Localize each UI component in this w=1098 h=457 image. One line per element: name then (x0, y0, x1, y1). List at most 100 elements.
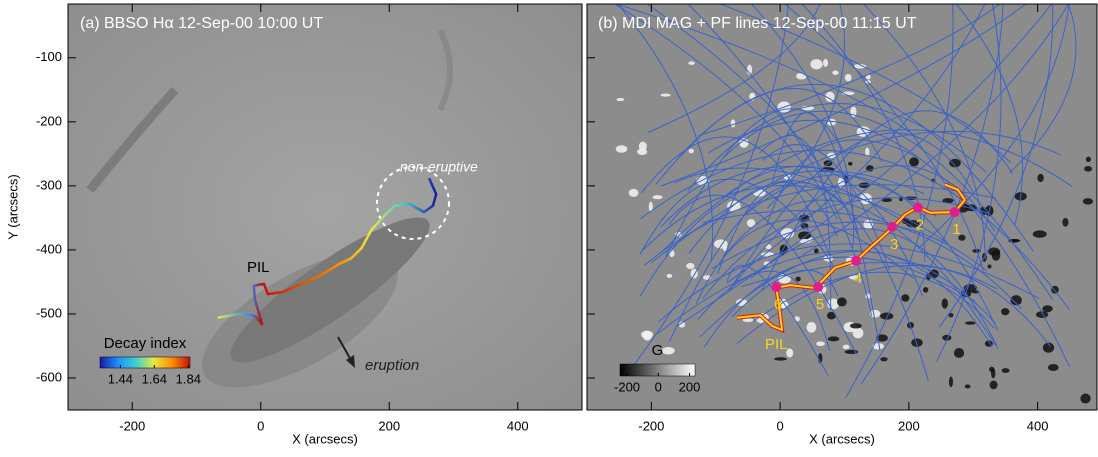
colorbar (620, 364, 695, 376)
magnetic-spot (845, 74, 852, 81)
magnetic-spot (629, 189, 639, 197)
series-label: PIL (247, 259, 270, 276)
point-label: 5 (816, 296, 824, 313)
magnetic-spot (653, 195, 663, 199)
magnetic-spot (1084, 166, 1092, 172)
magnetic-spot (837, 297, 847, 306)
x-tick-label: 400 (507, 418, 529, 433)
magnetic-spot (662, 347, 675, 354)
panel-title: (b) MDI MAG + PF lines 12-Sep-00 11:15 U… (598, 15, 917, 32)
magnetic-spot (965, 321, 976, 324)
magnetic-spot (669, 250, 674, 257)
annotation: non-eruptive (400, 159, 478, 175)
y-tick-label: -600 (36, 369, 62, 384)
colorbar-tick-label: -200 (614, 379, 640, 394)
figure: non-eruptive eruption PIL PIL (a) BBSO H… (0, 0, 1098, 452)
colorbar-tick-label: 1.44 (108, 371, 133, 386)
magnetic-spot (1002, 368, 1010, 373)
magnetic-spot (850, 323, 862, 328)
magnetic-spot (689, 149, 694, 154)
magnetic-spot (901, 294, 909, 301)
magnetic-spot (616, 98, 624, 101)
marker (813, 282, 823, 292)
marker (771, 282, 781, 292)
magnetic-spot (942, 298, 948, 308)
x-tick-label: -200 (638, 418, 664, 433)
magnetic-spot (828, 336, 840, 341)
magnetic-spot (965, 384, 971, 388)
magnetic-spot (660, 93, 670, 96)
colorbar-tick-label: 1.84 (176, 371, 201, 386)
panel-title: (a) BBSO Hα 12-Sep-00 10:00 UT (80, 15, 323, 32)
series-label: PIL (765, 336, 788, 353)
y-tick-label: -100 (36, 49, 62, 64)
magnetic-spot (774, 357, 787, 360)
y-axis-label: Y (arcsecs) (5, 174, 20, 240)
point-label: 4 (854, 270, 862, 287)
magnetic-spot (1042, 305, 1052, 312)
magnetic-spot (1080, 394, 1090, 404)
magnetic-spot (853, 328, 864, 339)
magnetic-spot (816, 341, 825, 345)
magnetic-spot (909, 157, 919, 166)
magnetic-spot (989, 367, 994, 372)
y-tick-label: -200 (36, 113, 62, 128)
marker (887, 222, 897, 232)
annotation: eruption (365, 357, 419, 374)
point-label: 1 (952, 221, 960, 238)
magnetic-spot (843, 345, 850, 350)
x-tick-label: 200 (898, 418, 920, 433)
magnetic-spot (987, 264, 991, 268)
halpha-image (68, 4, 582, 414)
magnetic-spot (731, 119, 736, 127)
marker (913, 203, 923, 213)
magnetogram-image (587, 4, 1097, 410)
magnetic-spot (1048, 364, 1059, 371)
x-tick-label: 0 (777, 418, 784, 433)
colorbar (100, 357, 190, 368)
magnetic-spot (923, 287, 928, 293)
x-axis-label: X (arcsecs) (809, 431, 875, 446)
magnetic-spot (1083, 198, 1093, 204)
y-tick-label: -300 (36, 177, 62, 192)
magnetic-spot (954, 348, 964, 358)
magnetic-spot (616, 145, 628, 152)
point-label: 6 (774, 296, 782, 313)
y-tick-label: -400 (36, 241, 62, 256)
magnetic-spot (832, 70, 838, 75)
magnetic-spot (667, 274, 673, 278)
marker (851, 256, 861, 266)
magnetic-spot (1086, 157, 1091, 162)
x-tick-label: -200 (119, 418, 145, 433)
colorbar-label: Decay index (104, 335, 187, 352)
magnetic-spot (848, 162, 852, 166)
x-axis-label: X (arcsecs) (292, 431, 358, 446)
magnetic-spot (688, 61, 694, 65)
marker (950, 207, 960, 217)
magnetic-spot (810, 59, 822, 69)
magnetic-spot (643, 331, 652, 341)
magnetic-spot (1062, 218, 1068, 227)
magnetic-spot (686, 263, 694, 269)
magnetic-spot (1033, 230, 1047, 237)
magnetic-spot (949, 377, 953, 388)
colorbar-tick-label: 0 (655, 379, 662, 394)
x-tick-label: 0 (257, 418, 264, 433)
magnetic-spot (880, 357, 887, 361)
y-tick-label: -500 (36, 305, 62, 320)
magnetic-spot (796, 277, 801, 282)
point-label: 2 (916, 217, 924, 234)
colorbar-tick-label: 1.64 (142, 371, 167, 386)
magnetic-spot (990, 381, 998, 390)
magnetic-spot (992, 250, 1001, 261)
magnetic-spot (639, 142, 647, 151)
point-label: 3 (890, 236, 898, 253)
x-tick-label: 400 (1027, 418, 1049, 433)
magnetic-spot (1001, 308, 1009, 315)
magnetic-spot (1037, 174, 1043, 182)
colorbar-tick-label: 200 (679, 379, 701, 394)
colorbar-label: G (652, 342, 664, 359)
magnetic-spot (807, 322, 817, 333)
x-tick-label: 200 (378, 418, 400, 433)
magnetic-spot (823, 59, 828, 67)
